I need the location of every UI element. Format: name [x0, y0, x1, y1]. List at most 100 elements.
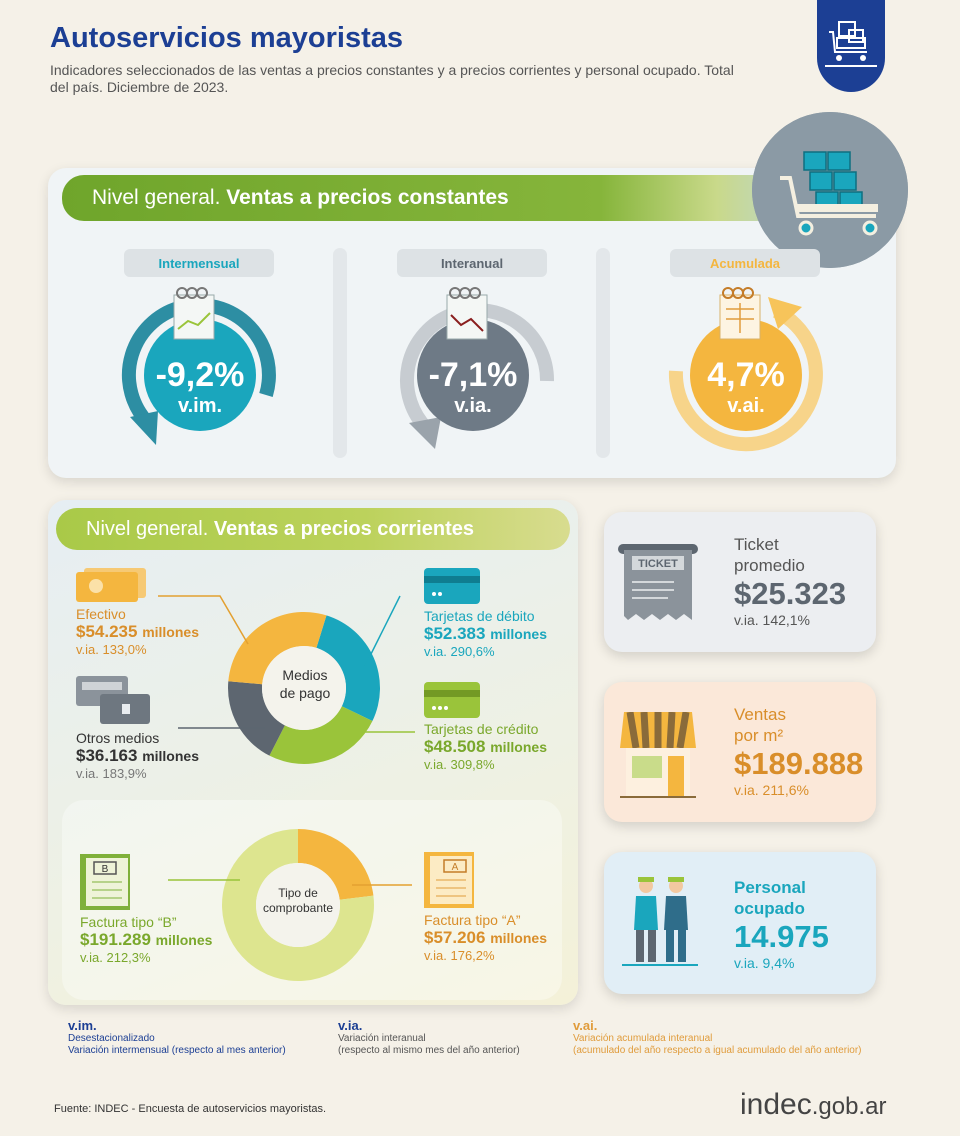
factura-a-value: $57.206 [424, 928, 486, 947]
gauge-intermensual [110, 285, 290, 455]
debito-value: $52.383 [424, 624, 486, 643]
donut-hole [262, 646, 346, 730]
factura-a-label: Factura tipo “A” [424, 912, 521, 928]
gauge-value: 4,7% [707, 356, 785, 394]
donut-charts [158, 595, 415, 981]
svg-text:TICKET: TICKET [638, 558, 678, 570]
donut-hole [256, 863, 340, 947]
credito-label: Tarjetas de crédito [424, 721, 539, 737]
invoice-b-icon: B [80, 854, 134, 910]
banner-bold: Ventas a precios constantes [226, 186, 509, 209]
donut-slice-debito [316, 615, 380, 722]
donut-slice-factura-a [298, 829, 374, 900]
personal-title: ocupado [734, 899, 805, 918]
debit-card-icon [424, 568, 480, 604]
legend-text: (respecto al mismo mes del año anterior) [338, 1045, 520, 1056]
legend-vai: v.ai. Variación acumulada interanual (ac… [573, 1018, 862, 1057]
gauge-divider [333, 248, 347, 458]
legend-head: v.ai. [573, 1018, 598, 1033]
donut-slice-factura-b [221, 829, 374, 981]
credito-var: v.ia. 309,8% [424, 757, 495, 772]
credit-card-icon [424, 682, 480, 718]
banner-regular: Nivel general. [86, 518, 209, 540]
constant-prices-banner: Nivel general. Ventas a precios constant… [62, 175, 832, 221]
unit: millones [142, 748, 199, 764]
cart-icon [825, 21, 877, 67]
factura-b-var: v.ia. 212,3% [80, 950, 151, 965]
legend-head: v.im. [68, 1018, 97, 1033]
gauge-value: -7,1% [428, 356, 518, 394]
logo-text: .gob.ar [811, 1093, 887, 1120]
corner-cart-illustration [752, 112, 908, 268]
factura-b-label: Factura tipo “B” [80, 914, 177, 930]
otros-var: v.ia. 183,9% [76, 766, 147, 781]
gauge-ring [400, 287, 555, 449]
cash-icon [76, 566, 150, 602]
connector-line [158, 595, 249, 645]
donut-center-label: Medios [282, 667, 328, 683]
donut-center-label: Tipo de [278, 886, 318, 900]
source-note: Fuente: INDEC - Encuesta de autoservicio… [54, 1103, 327, 1115]
tab-interanual: Interanual [397, 249, 547, 277]
personal-var: v.ia. 9,4% [734, 955, 795, 971]
ticket-title: Ticket [734, 535, 779, 554]
legend-text: Desestacionalizado [68, 1033, 155, 1044]
unit: millones [155, 932, 213, 948]
donut-slice-efectivo [228, 612, 327, 685]
ticket-icon: TICKET [618, 542, 698, 626]
gauge-ring [668, 287, 823, 452]
banner-bold: Ventas a precios corrientes [213, 518, 474, 540]
unit: millones [142, 624, 199, 640]
ventas-title: Ventas [734, 705, 786, 724]
legend-text: Variación intermensual (respecto al mes … [68, 1045, 286, 1056]
medios-pago-donut [227, 612, 380, 764]
tab-intermensual: Intermensual [124, 249, 274, 277]
legend-head: v.ia. [338, 1018, 363, 1033]
otros-label: Otros medios [76, 730, 160, 746]
donut-center-label: comprobante [262, 901, 334, 915]
current-prices-banner: Nivel general. Ventas a precios corrient… [56, 508, 570, 550]
personal-title: Personal [734, 878, 806, 897]
unit: millones [490, 626, 547, 642]
debito-var: v.ia. 290,6% [424, 644, 495, 659]
connector-line [364, 595, 401, 667]
store-icon [620, 711, 696, 798]
cart-badge [817, 0, 885, 92]
debito-label: Tarjetas de débito [424, 608, 535, 624]
donut-slice-otros [227, 681, 285, 756]
legend-text: Variación interanual [338, 1033, 426, 1044]
ticket-var: v.ia. 142,1% [734, 612, 811, 628]
gift-card-icon [76, 676, 150, 724]
banner-regular: Nivel general. [92, 186, 221, 209]
donut-slice-credito [269, 706, 373, 764]
indec-logo[interactable]: indec.gob.ar [740, 1088, 886, 1122]
gauge-value: -9,2% [155, 356, 245, 394]
personal-value: 14.975 [734, 919, 829, 954]
gauge-divider [596, 248, 610, 458]
gauge-ring [121, 287, 276, 445]
credito-value: $48.508 [424, 737, 486, 756]
factura-b-value: $191.289 [80, 930, 151, 949]
gauge-label: v.ai. [727, 395, 765, 417]
page-subtitle: Indicadores seleccionados de las ventas … [50, 62, 734, 95]
page-title: Autoservicios mayoristas [50, 22, 403, 54]
tipo-comprobante-donut [221, 829, 374, 981]
svg-text:A: A [452, 862, 459, 873]
gauge-acumulada [656, 285, 836, 455]
donut-center-label: de pago [279, 685, 331, 701]
tab-acumulada: Acumulada [670, 249, 820, 277]
invoice-a-icon: A [424, 852, 478, 908]
ticket-value: $25.323 [734, 576, 847, 611]
unit: millones [490, 739, 547, 755]
legend-text: (acumulado del año respecto a igual acum… [573, 1045, 862, 1056]
efectivo-var: v.ia. 133,0% [76, 642, 147, 657]
gauge-label: v.ia. [454, 395, 492, 417]
workers-icon [622, 874, 698, 968]
legend-text: Variación acumulada interanual [573, 1033, 713, 1044]
legend-via: v.ia. Variación interanual (respecto al … [338, 1018, 520, 1057]
factura-a-var: v.ia. 176,2% [424, 948, 495, 963]
otros-value: $36.163 [76, 746, 138, 765]
unit: millones [490, 930, 547, 946]
cart-boxes-icon [752, 112, 908, 268]
ventas-var: v.ia. 211,6% [734, 782, 809, 798]
